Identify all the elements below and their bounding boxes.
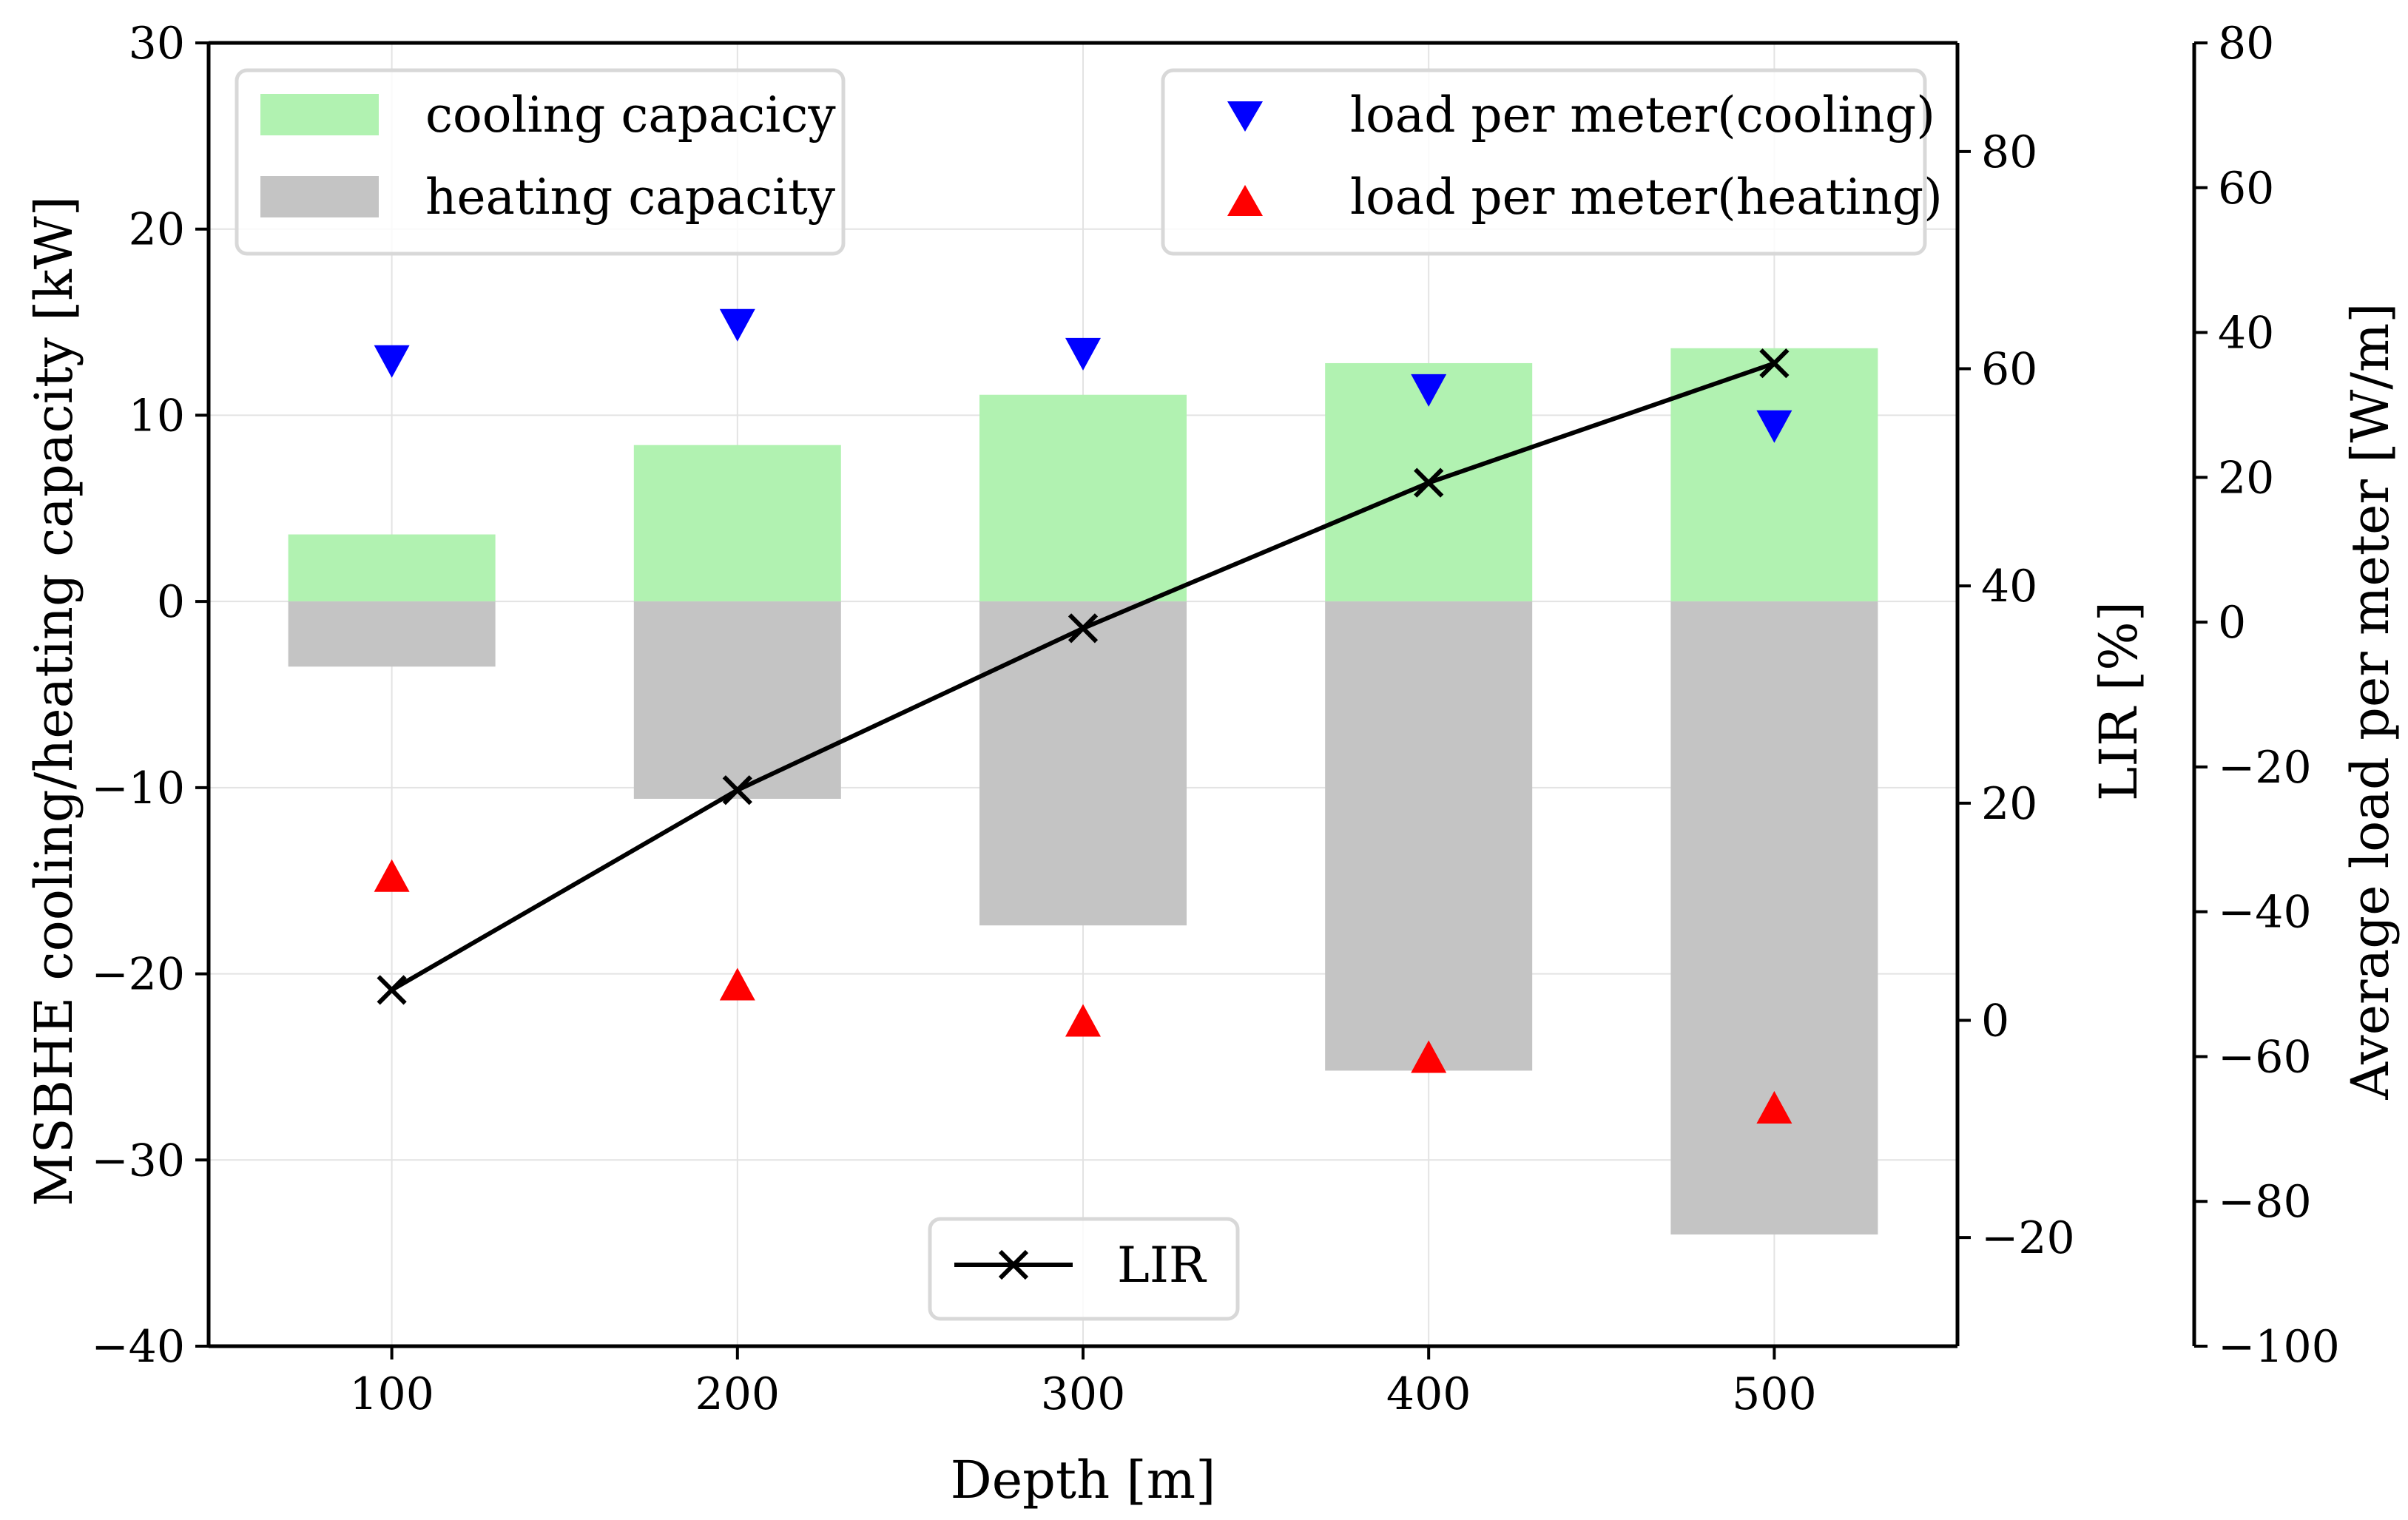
y-right-tick-label-4: 60 [1981, 344, 2037, 396]
y-right2-tick-label-8: 60 [2218, 163, 2274, 215]
x-axis-title: Depth [m] [951, 1450, 1216, 1510]
y-right2-tick-label-7: 40 [2218, 308, 2274, 359]
y-left-tick-label-7: 30 [129, 18, 185, 70]
load-cooling-marker-200 [719, 308, 755, 342]
legend-swatch-heating-capacity [260, 176, 379, 217]
load-cooling-marker-100 [374, 345, 410, 378]
y-right2-tick-label-1: −80 [2218, 1176, 2312, 1228]
y-right2-tick-label-3: −40 [2218, 887, 2312, 939]
axes: 100 200 300 400 500−40−30−20−100102030−20020… [91, 18, 2339, 1420]
lir-line-series [377, 348, 1790, 1005]
legend-capacity: cooling capacicy heating capacity [235, 68, 846, 256]
lir-marker-400 [1414, 467, 1444, 498]
x-tick-label-100: 100 [349, 1368, 434, 1420]
heating-capacity-bar-400 [1325, 601, 1533, 1071]
legend-label-cooling-capacity: cooling capacicy [425, 87, 836, 143]
y-left-tick-label-2: −20 [91, 949, 185, 1001]
legend-label-load-cooling: load per meter(cooling) [1350, 87, 1935, 143]
y-right2-tick-label-6: 20 [2218, 452, 2274, 504]
y-left-tick-label-4: 0 [157, 576, 185, 628]
cooling-capacity-bar-500 [1670, 348, 1878, 602]
lir-marker-300 [1068, 613, 1099, 644]
cooling-capacity-bar-200 [633, 445, 841, 602]
legend-swatch-cooling-capacity [260, 94, 379, 135]
legend-label-heating-capacity: heating capacity [425, 169, 836, 226]
lir-marker-100 [377, 975, 407, 1005]
y-right2-tick-label-5: 0 [2218, 597, 2246, 649]
y-right2-tick-label-4: −20 [2218, 742, 2312, 794]
lir-marker-500 [1759, 348, 1790, 379]
heating-capacity-bar-100 [288, 601, 496, 667]
cooling-capacity-bar-100 [288, 534, 496, 602]
load-heating-marker-300 [1065, 1004, 1101, 1037]
load-heating-marker-100 [374, 859, 410, 892]
bars [288, 348, 1878, 1234]
y-axis-right-title: LIR [%] [2088, 601, 2149, 801]
legend-marker-load-heating [1227, 185, 1263, 216]
y-left-tick-label-5: 10 [129, 390, 185, 442]
legend-label-lir: LIR [1117, 1237, 1207, 1294]
heating-capacity-bar-500 [1670, 601, 1878, 1234]
heating-capacity-bar-200 [633, 601, 841, 799]
y-axis-left-title: MSBHE cooling/heating capacity [kW] [24, 196, 84, 1206]
x-tick-label-400: 400 [1386, 1368, 1471, 1420]
y-left-tick-label-6: 20 [129, 204, 185, 256]
load-cooling-marker-300 [1065, 337, 1101, 371]
y-axis-right2-title: Average load per meter [W/m] [2340, 303, 2401, 1100]
x-tick-label-300: 300 [1041, 1368, 1126, 1420]
lir-marker-200 [722, 775, 752, 805]
y-left-tick-label-3: −10 [91, 763, 185, 814]
load-heating-marker-200 [719, 967, 755, 1001]
load-heating-marker-500 [1756, 1090, 1792, 1124]
y-right-tick-label-1: 0 [1981, 996, 2009, 1047]
legend-marker-load-cooling [1227, 101, 1263, 132]
scatter-markers [374, 308, 1792, 1124]
legend-label-load-heating: load per meter(heating) [1350, 169, 1943, 226]
x-tick-label-500: 500 [1732, 1368, 1817, 1420]
y-right-tick-label-2: 20 [1981, 778, 2037, 830]
y-right2-tick-label-9: 80 [2218, 18, 2274, 70]
y-right-tick-label-3: 40 [1981, 561, 2037, 612]
legend-lir: LIR [928, 1217, 1240, 1321]
legend-capacity-frame [235, 68, 846, 256]
y-right2-tick-label-0: −100 [2218, 1321, 2340, 1373]
y-right-tick-label-5: 80 [1981, 126, 2037, 178]
y-left-tick-label-0: −40 [91, 1321, 185, 1373]
legend-lir-frame [928, 1217, 1240, 1321]
y-left-tick-label-1: −30 [91, 1135, 185, 1186]
y-right2-tick-label-2: −60 [2218, 1031, 2312, 1083]
heating-capacity-bar-300 [979, 601, 1187, 926]
legend-load: load per meter(cooling) load per meter(h… [1161, 68, 1943, 256]
legend-marker-lir [998, 1249, 1029, 1280]
x-tick-label-200: 200 [695, 1368, 780, 1420]
load-cooling-marker-500 [1756, 410, 1792, 443]
load-cooling-marker-400 [1411, 374, 1447, 407]
legend-load-frame [1161, 68, 1927, 256]
y-right-tick-label-0: −20 [1981, 1212, 2075, 1264]
cooling-capacity-bar-300 [979, 394, 1187, 602]
load-heating-marker-400 [1411, 1040, 1447, 1073]
